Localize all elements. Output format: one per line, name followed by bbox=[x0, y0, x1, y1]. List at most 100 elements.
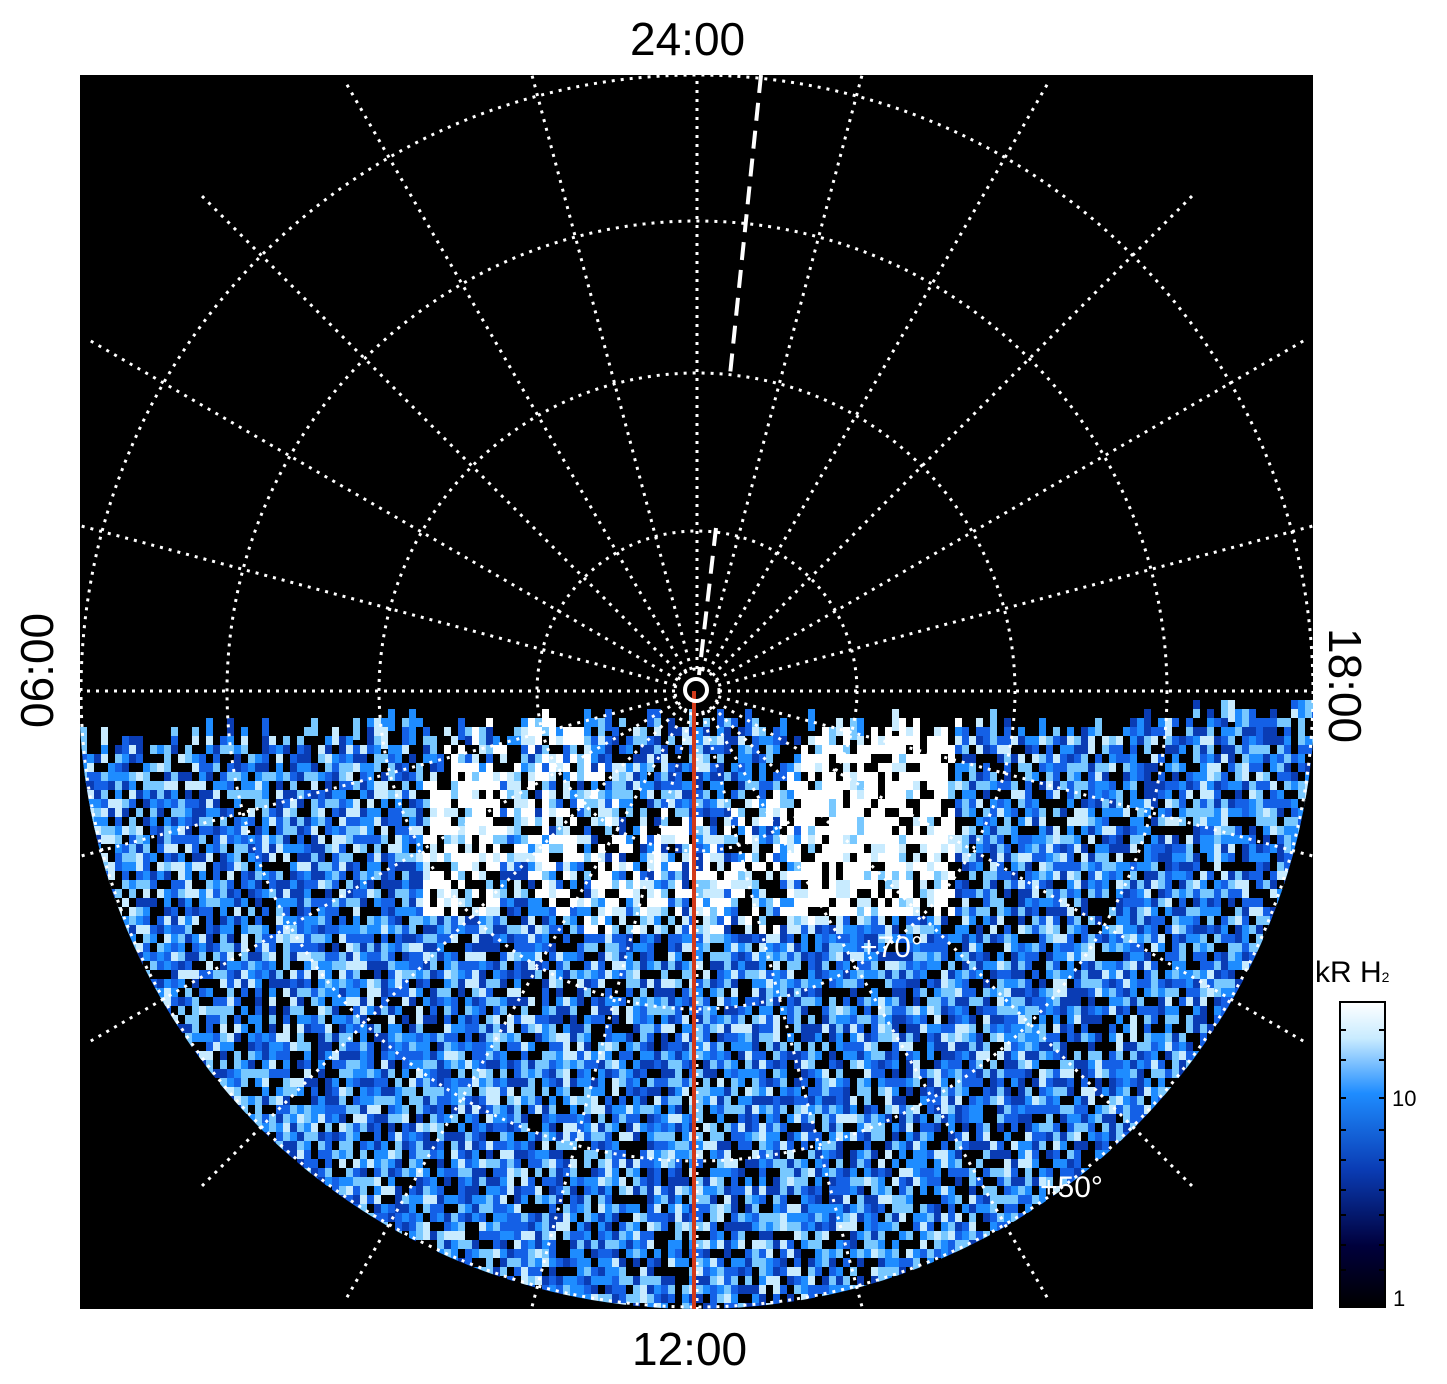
emission-cell bbox=[486, 1195, 493, 1204]
emission-cell bbox=[311, 718, 318, 740]
emission-cell bbox=[395, 1222, 402, 1231]
emission-cell bbox=[437, 1177, 444, 1186]
emission-cell bbox=[577, 988, 584, 997]
emission-cell bbox=[500, 1213, 507, 1222]
emission-cell bbox=[605, 1240, 612, 1249]
emission-cell bbox=[430, 1096, 437, 1105]
emission-cell bbox=[381, 997, 388, 1006]
emission-cell bbox=[339, 1006, 346, 1015]
emission-cell bbox=[486, 970, 493, 979]
emission-cell bbox=[353, 1105, 360, 1114]
emission-cell bbox=[556, 1015, 563, 1024]
emission-cell bbox=[353, 1096, 360, 1105]
emission-cell bbox=[318, 1033, 325, 1042]
emission-cell bbox=[563, 1114, 570, 1123]
emission-cell bbox=[332, 1024, 339, 1033]
emission-cell bbox=[311, 988, 318, 997]
emission-cell bbox=[395, 1051, 402, 1060]
emission-cell bbox=[388, 1087, 395, 1096]
emission-cell bbox=[346, 1078, 353, 1087]
emission-cell bbox=[171, 997, 178, 1006]
emission-cell bbox=[570, 1231, 577, 1240]
emission-cell bbox=[276, 1051, 283, 1060]
emission-cell bbox=[500, 1168, 507, 1177]
emission-cell bbox=[570, 1249, 577, 1258]
emission-cell bbox=[584, 1204, 591, 1213]
emission-cell bbox=[311, 979, 318, 988]
emission-cell bbox=[458, 1069, 465, 1078]
emission-cell bbox=[157, 952, 164, 961]
emission-cell bbox=[465, 1123, 472, 1132]
emission-cell bbox=[283, 1024, 290, 1033]
emission-cell bbox=[430, 1105, 437, 1114]
emission-cell bbox=[353, 1114, 360, 1123]
emission-cell bbox=[458, 1159, 465, 1168]
emission-cell bbox=[290, 1078, 297, 1087]
emission-cell bbox=[234, 961, 241, 970]
emission-cell bbox=[395, 1042, 402, 1051]
emission-cell bbox=[570, 952, 577, 961]
emission-cell bbox=[395, 988, 402, 997]
emission-cell bbox=[409, 1123, 416, 1132]
emission-cell bbox=[297, 961, 304, 970]
emission-cell bbox=[430, 1240, 437, 1249]
emission-cell bbox=[612, 1033, 619, 1042]
emission-cell bbox=[563, 1060, 570, 1069]
emission-cell bbox=[325, 1051, 332, 1060]
emission-cell bbox=[444, 961, 451, 970]
emission-cell bbox=[549, 1267, 556, 1276]
emission-cell bbox=[598, 1096, 605, 1105]
emission-cell bbox=[535, 1078, 542, 1087]
emission-cell bbox=[479, 1087, 486, 1096]
emission-cell bbox=[269, 1015, 276, 1024]
emission-cell bbox=[514, 1186, 521, 1195]
emission-cell bbox=[591, 1168, 598, 1177]
emission-cell bbox=[486, 1222, 493, 1231]
emission-cell bbox=[451, 979, 458, 988]
emission-cell bbox=[514, 1258, 521, 1267]
emission-cell bbox=[297, 1006, 304, 1015]
emission-cell bbox=[493, 970, 500, 979]
emission-cell bbox=[493, 1141, 500, 1150]
emission-cell bbox=[409, 1195, 416, 1204]
emission-cell bbox=[325, 1177, 332, 1186]
emission-cell bbox=[283, 1015, 290, 1024]
emission-cell bbox=[535, 1186, 542, 1195]
emission-cell bbox=[612, 1258, 619, 1267]
emission-cell bbox=[619, 1015, 626, 1024]
emission-cell bbox=[612, 1024, 619, 1033]
emission-cell bbox=[493, 1132, 500, 1141]
emission-cell bbox=[605, 952, 612, 961]
emission-cell bbox=[402, 1204, 409, 1213]
emission-cell bbox=[206, 988, 213, 997]
emission-cell bbox=[409, 1051, 416, 1060]
emission-cell bbox=[486, 1060, 493, 1069]
emission-cell bbox=[262, 1069, 269, 1078]
emission-cell bbox=[318, 1096, 325, 1105]
emission-cell bbox=[276, 1033, 283, 1042]
emission-cell bbox=[430, 1006, 437, 1015]
emission-cell bbox=[423, 1096, 430, 1105]
emission-cell bbox=[521, 952, 528, 961]
emission-cell bbox=[255, 1033, 262, 1042]
emission-cell bbox=[472, 1231, 479, 1240]
emission-cell bbox=[465, 970, 472, 979]
emission-cell bbox=[514, 1213, 521, 1222]
emission-cell bbox=[423, 1168, 430, 1177]
emission-cell bbox=[374, 952, 381, 961]
emission-cell bbox=[416, 1186, 423, 1195]
emission-cell bbox=[430, 1024, 437, 1033]
emission-cell bbox=[248, 1060, 255, 1069]
emission-cell bbox=[563, 1267, 570, 1276]
emission-cell bbox=[549, 1006, 556, 1015]
emission-cell bbox=[332, 1168, 339, 1177]
emission-cell bbox=[304, 1105, 311, 1114]
emission-cell bbox=[423, 1195, 430, 1204]
emission-cell bbox=[437, 1186, 444, 1195]
emission-cell bbox=[528, 1204, 535, 1213]
emission-cell bbox=[437, 1006, 444, 1015]
emission-cell bbox=[80, 727, 87, 749]
emission-cell bbox=[514, 1006, 521, 1015]
emission-cell bbox=[374, 1105, 381, 1114]
emission-cell bbox=[612, 1213, 619, 1222]
